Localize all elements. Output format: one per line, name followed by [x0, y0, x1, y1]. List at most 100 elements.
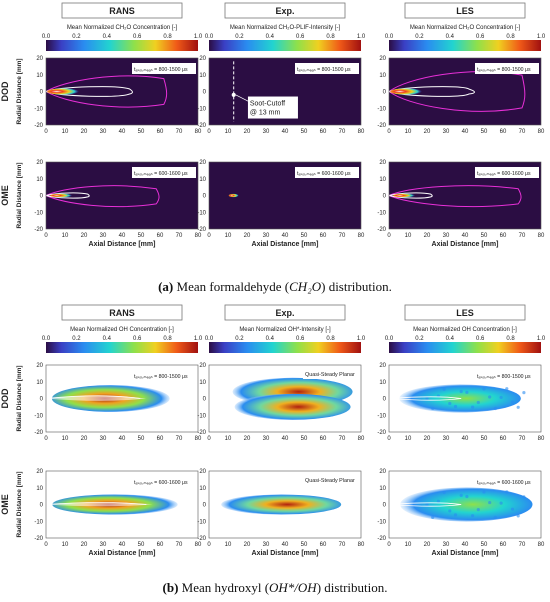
x-tick-label: 40 — [462, 436, 469, 442]
x-tick-label: 80 — [538, 233, 545, 239]
x-tick-label: 40 — [462, 233, 469, 239]
x-tick-label: 60 — [157, 436, 164, 442]
plot-frame — [208, 470, 362, 539]
x-tick-label: 70 — [519, 129, 526, 135]
plot-panel — [208, 57, 362, 126]
x-tick-label: 50 — [481, 233, 488, 239]
x-tick-label: 70 — [519, 436, 526, 442]
plot-panel — [387, 161, 542, 230]
row-label: DOD — [0, 388, 10, 409]
caption-b-end: ) distribution. — [316, 580, 388, 595]
x-axis-label: Axial Distance [mm] — [432, 241, 499, 248]
exp-ch2o-spot — [228, 193, 239, 198]
oh-les-fleck — [431, 406, 435, 411]
colorbar — [209, 342, 361, 353]
y-tick-label: 0 — [383, 194, 387, 200]
x-tick-label: 0 — [387, 233, 391, 239]
x-tick-label: 20 — [244, 436, 251, 442]
y-axis-label: Radial Distance [mm] — [16, 471, 23, 537]
x-tick-label: 10 — [62, 129, 69, 135]
x-axis-label: Axial Distance [mm] — [252, 550, 319, 557]
y-tick-label: -20 — [34, 227, 43, 233]
outer-contour — [387, 185, 522, 208]
colorbar-tick: 0.6 — [133, 336, 142, 342]
y-tick-label: -10 — [34, 210, 43, 216]
oh-les-fleck — [510, 400, 515, 404]
x-tick-label: 70 — [176, 436, 183, 442]
x-tick-label: 30 — [263, 436, 270, 442]
oh-les-fleck — [471, 405, 475, 409]
oh-les-fleck — [453, 404, 458, 409]
oh-les-fleck — [499, 395, 503, 400]
x-tick-label: 40 — [282, 542, 289, 548]
x-tick-label: 30 — [100, 436, 107, 442]
ch2o-core — [47, 88, 80, 95]
x-tick-label: 80 — [538, 436, 545, 442]
x-tick-label: 40 — [462, 542, 469, 548]
colorbar-tick: 1.0 — [194, 336, 203, 342]
oh-les-fleck — [505, 387, 509, 391]
plot-frame — [45, 161, 199, 230]
x-tick-label: 80 — [358, 233, 365, 239]
x-tick-label: 40 — [282, 436, 289, 442]
x-tick-label: 30 — [100, 129, 107, 135]
y-tick-label: -20 — [197, 430, 206, 436]
x-tick-label: 20 — [424, 233, 431, 239]
oh-exp-flame — [221, 494, 342, 515]
x-tick-label: 30 — [443, 542, 450, 548]
y-tick-label: -20 — [197, 227, 206, 233]
time-label: tₐₛₒᵢ,ₘₑₐₙ = 800-1500 μs — [297, 67, 351, 73]
colorbar-title: Mean Normalized OH Concentration [-] — [70, 327, 174, 333]
x-tick-label: 40 — [282, 129, 289, 135]
x-tick-label: 40 — [119, 233, 126, 239]
y-axis-label: Radial Distance [mm] — [16, 58, 23, 124]
x-tick-label: 40 — [119, 436, 126, 442]
y-tick-label: -20 — [197, 123, 206, 129]
oh-les-fleck — [499, 501, 503, 505]
oh-les-fleck — [431, 515, 435, 519]
y-tick-label: 10 — [379, 380, 386, 386]
x-tick-label: 30 — [263, 233, 270, 239]
oh-les-fleck — [459, 389, 463, 394]
y-tick-label: 20 — [199, 363, 206, 369]
x-tick-label: 20 — [424, 129, 431, 135]
colorbar-tick: 1.0 — [537, 336, 546, 342]
plot-frame — [208, 57, 362, 126]
column-header: Exp. — [275, 6, 294, 16]
oh-rans-contour — [45, 395, 141, 399]
annotation-box — [247, 96, 298, 119]
plot-frame — [388, 57, 542, 126]
colorbar-tick: 0.0 — [205, 336, 214, 342]
ch2o-core — [50, 193, 73, 198]
colorbar-tick: 0.2 — [415, 34, 424, 40]
exp-label: Quasi-Steady Planar — [305, 478, 355, 484]
y-tick-label: 20 — [379, 363, 386, 369]
y-tick-label: -10 — [377, 106, 386, 112]
plot-frame — [388, 364, 542, 433]
colorbar-tick: 0.2 — [72, 34, 81, 40]
plot-frame — [388, 161, 542, 230]
y-tick-label: 20 — [199, 469, 206, 475]
x-tick-label: 20 — [424, 436, 431, 442]
annotation-leader — [235, 94, 250, 102]
x-tick-label: 10 — [62, 436, 69, 442]
oh-les-flame — [400, 487, 533, 522]
x-axis-label: Axial Distance [mm] — [89, 241, 156, 248]
y-tick-label: -10 — [377, 210, 386, 216]
oh-rans-core — [46, 396, 147, 401]
inner-contour — [44, 192, 90, 199]
plot-panel — [208, 161, 362, 230]
column-header-box — [404, 304, 526, 321]
oh-les-fleck — [442, 490, 446, 495]
colorbar — [389, 342, 541, 353]
x-tick-label: 60 — [320, 233, 327, 239]
oh-les-contour — [388, 396, 462, 401]
x-tick-label: 50 — [301, 129, 308, 135]
colorbar-tick: 1.0 — [357, 34, 366, 40]
colorbar-title: Mean Normalized OH Concentration [-] — [413, 327, 517, 333]
y-tick-label: 20 — [36, 363, 43, 369]
x-tick-label: 80 — [195, 233, 202, 239]
y-axis-label: Radial Distance [mm] — [16, 365, 23, 431]
x-tick-label: 40 — [119, 542, 126, 548]
x-tick-label: 10 — [225, 233, 232, 239]
